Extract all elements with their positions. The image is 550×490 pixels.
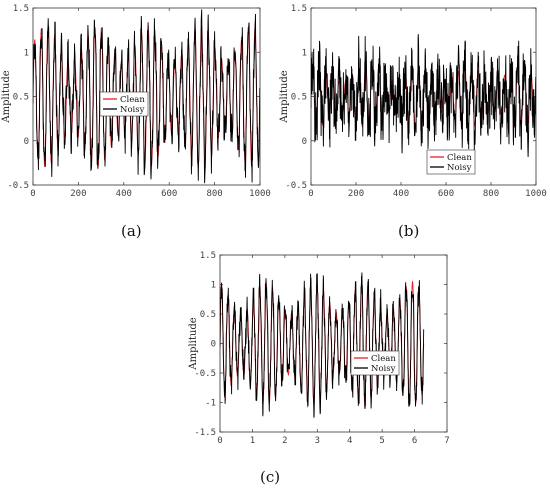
x-tick-label: 0 <box>217 436 222 446</box>
x-tick-label: 1000 <box>525 189 547 199</box>
y-tick-label: -0.5 <box>7 181 29 191</box>
chart-panel-c: 0 1 2 3 4 5 6 7 -1.5 -1 -0.5 0 0.5 1 1.5 Amplitude Clean… <box>178 245 468 450</box>
plot-area <box>219 254 448 433</box>
x-tick-label: 2 <box>282 436 287 446</box>
y-tick-label: 0 <box>24 137 29 147</box>
y-tick-label: 1.5 <box>291 4 307 14</box>
legend-box <box>350 350 400 376</box>
y-tick-label: 0.5 <box>200 310 216 320</box>
x-tick-label: 0 <box>308 189 313 199</box>
series-noisy-line <box>220 272 425 418</box>
x-tick-label: 200 <box>348 189 364 199</box>
y-tick-label: 1 <box>24 48 29 58</box>
chart-c-svg: 0 1 2 3 4 5 6 7 -1.5 -1 -0.5 0 0.5 1 1.5 Amplitude Clean… <box>188 251 450 446</box>
y-tick-label: -0.5 <box>194 369 216 379</box>
y-tick-label: 0.5 <box>13 93 29 103</box>
chart-panel-b: 0 200 400 600 800 1000 -0.5 0 0.5 1 1.5 Amplitude Cl… <box>275 0 550 215</box>
y-tick-label: -1 <box>205 399 216 409</box>
chart-b-svg: 0 200 400 600 800 1000-0.500.511.5AmplitudeCl… <box>279 4 547 199</box>
y-tick-label: 1 <box>211 281 216 291</box>
legend-label-clean: Clean <box>371 354 396 364</box>
y-tick-label: -1.5 <box>194 428 216 438</box>
y-tick-label: 0 <box>211 340 216 350</box>
y-axis-label: Amplitude <box>279 70 290 123</box>
x-tick-label: 600 <box>161 189 177 199</box>
x-tick-label: 7 <box>444 436 449 446</box>
y-tick-label: -0.5 <box>285 181 307 191</box>
legend-label-noisy: Noisy <box>120 105 145 115</box>
legend-box <box>426 149 476 175</box>
x-tick-label: 400 <box>393 189 409 199</box>
x-tick-label: 600 <box>438 189 454 199</box>
x-tick-label: 400 <box>116 189 132 199</box>
y-tick-label: 0.5 <box>291 93 307 103</box>
y-tick-label: 0 <box>302 137 307 147</box>
legend-label-clean: Clean <box>120 95 145 105</box>
x-tick-label: 6 <box>412 436 417 446</box>
chart-panel-a: 0 200 400 600 800 1000 -0.5 0 0.5 1 1.5 Amplitude Cl… <box>0 0 275 215</box>
y-tick-label: 1.5 <box>200 251 216 261</box>
x-tick-label: 800 <box>206 189 222 199</box>
x-tick-label: 200 <box>70 189 86 199</box>
x-tick-label: 4 <box>347 436 352 446</box>
x-tick-label: 3 <box>315 436 320 446</box>
y-axis-label: Amplitude <box>1 70 12 123</box>
series-noisy-line <box>311 34 536 158</box>
legend-box <box>99 91 149 117</box>
legend-label-clean: Clean <box>447 153 472 163</box>
caption-a: (a) <box>121 222 142 240</box>
x-tick-label: 1000 <box>249 189 271 199</box>
y-axis-label: Amplitude <box>188 317 199 370</box>
y-tick-label: 1.5 <box>13 4 29 14</box>
legend-label-noisy: Noisy <box>447 163 472 173</box>
legend-label-noisy: Noisy <box>371 364 396 374</box>
caption-c: (c) <box>260 468 281 486</box>
x-tick-label: 0 <box>30 189 35 199</box>
caption-b: (b) <box>398 222 420 240</box>
x-tick-label: 1 <box>250 436 255 446</box>
y-tick-label: 1 <box>302 48 307 58</box>
x-tick-label: 800 <box>483 189 499 199</box>
x-tick-label: 5 <box>379 436 384 446</box>
